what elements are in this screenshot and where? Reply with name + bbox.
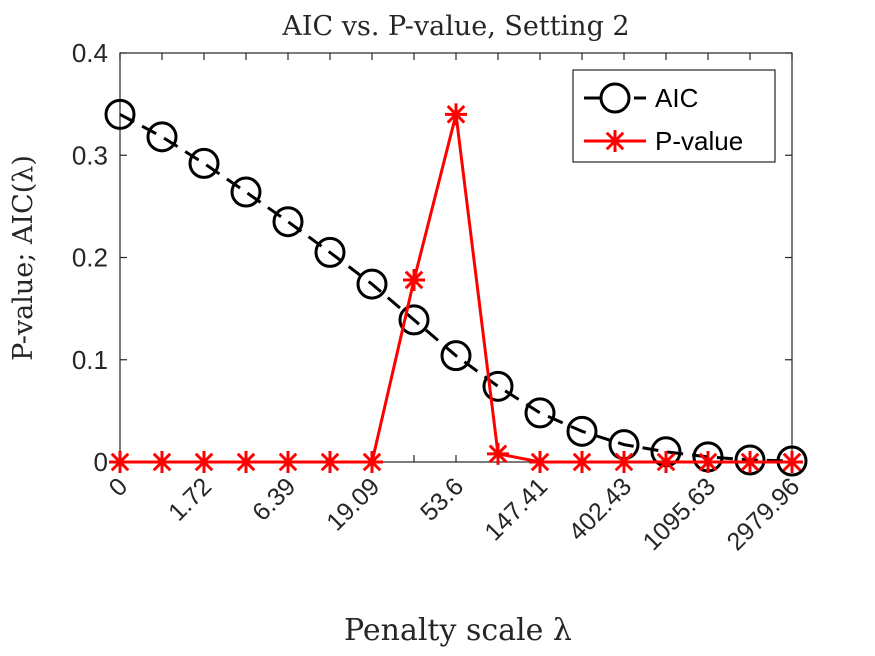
- aic-point: [566, 415, 598, 447]
- y-axis-label: P-value; AIC(λ): [8, 155, 39, 361]
- aic-point: [440, 340, 472, 372]
- aic-point: [356, 268, 388, 300]
- p-value-point: [571, 451, 593, 473]
- legend-marker: [604, 130, 626, 152]
- aic-point: [734, 444, 766, 476]
- p-value-point: [697, 451, 719, 473]
- x-tick-label: 1.72: [163, 472, 217, 526]
- aic-point: [398, 304, 430, 336]
- y-tick-label: 0: [94, 447, 108, 477]
- p-value-point: [319, 451, 341, 473]
- x-tick-label: 2979.96: [722, 472, 806, 556]
- p-value-point: [109, 451, 131, 473]
- legend-label: P-value: [655, 126, 743, 156]
- aic-line: [119, 113, 793, 463]
- aic-point: [230, 176, 262, 208]
- series-layer: [104, 98, 808, 477]
- x-axis-label: Penalty scale λ: [344, 613, 572, 648]
- p-value-point: [193, 451, 215, 473]
- aic-point: [188, 147, 220, 179]
- p-value-markers: [109, 103, 803, 473]
- x-tick-label: 0: [104, 472, 134, 502]
- x-tick-label: 53.6: [415, 472, 469, 526]
- p-value-point: [655, 451, 677, 473]
- p-value-point: [151, 451, 173, 473]
- aic-point: [482, 370, 514, 402]
- y-tick-label: 0.3: [72, 140, 108, 170]
- aic-point: [272, 206, 304, 238]
- p-value-point: [487, 442, 509, 465]
- aic-point: [524, 397, 556, 429]
- legend-label: AIC: [655, 83, 698, 113]
- y-axis-ticks: 0 0.1 0.2 0.3 0.4: [72, 38, 792, 477]
- x-tick-label: 6.39: [247, 472, 301, 526]
- legend: AIC P-value: [572, 69, 776, 163]
- p-value-point: [403, 268, 425, 291]
- chart-title: AIC vs. P-value, Setting 2: [281, 11, 629, 42]
- p-value-point: [445, 103, 467, 126]
- p-value-point: [613, 451, 635, 473]
- aic-point: [314, 236, 346, 268]
- y-tick-label: 0.4: [72, 38, 108, 68]
- aic-point: [104, 98, 136, 130]
- y-tick-label: 0.1: [72, 345, 108, 375]
- aic-point: [146, 121, 178, 153]
- y-tick-label: 0.2: [72, 243, 108, 273]
- p-value-point: [361, 451, 383, 473]
- aic-markers: [104, 98, 808, 477]
- p-value-point: [235, 451, 257, 473]
- x-tick-label: 147.41: [479, 472, 553, 546]
- p-value-line: [120, 112, 792, 464]
- p-value-point: [739, 451, 761, 473]
- p-value-point: [781, 451, 803, 473]
- x-tick-label: 402.43: [563, 472, 637, 546]
- x-tick-label: 19.09: [321, 472, 385, 536]
- legend-marker: [599, 82, 631, 114]
- p-value-point: [529, 451, 551, 473]
- p-value-point: [277, 451, 299, 473]
- x-tick-label: 1095.63: [638, 472, 722, 556]
